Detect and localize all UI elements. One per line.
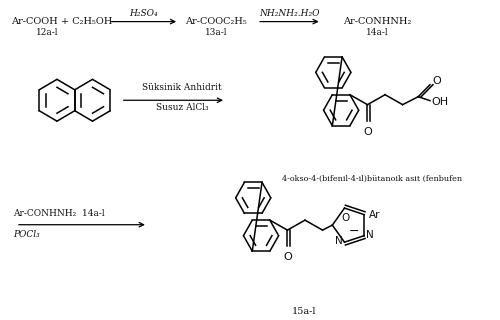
Text: Susuz AlCl₃: Susuz AlCl₃ [156,103,208,112]
Text: O: O [283,252,292,262]
Text: O: O [363,126,372,137]
Text: −: − [349,224,360,237]
Text: Ar-COOH + C₂H₅OH: Ar-COOH + C₂H₅OH [11,17,112,26]
Text: Ar-COOC₂H₅: Ar-COOC₂H₅ [186,17,247,26]
Text: 15a-l: 15a-l [292,307,316,316]
Text: N: N [335,236,342,246]
Text: Ar: Ar [369,210,380,220]
Text: H₂SO₄: H₂SO₄ [130,9,158,18]
Text: 4-okso-4-(bifenil-4-il)bütanoik asit (fenbufen: 4-okso-4-(bifenil-4-il)bütanoik asit (fe… [282,175,463,183]
Text: N: N [366,230,374,240]
Text: O: O [342,213,349,223]
Text: NH₂NH₂.H₂O: NH₂NH₂.H₂O [259,9,320,18]
Text: Süksinik Anhidrit: Süksinik Anhidrit [142,83,222,92]
Text: O: O [432,76,440,86]
Text: Ar-CONHNH₂  14a-l: Ar-CONHNH₂ 14a-l [13,209,104,218]
Text: OH: OH [431,97,448,107]
Text: 13a-l: 13a-l [205,28,228,36]
Text: Ar-CONHNH₂: Ar-CONHNH₂ [343,17,411,26]
Text: 14a-l: 14a-l [366,28,388,36]
Text: 12a-l: 12a-l [36,28,59,36]
Text: POCl₃: POCl₃ [13,230,40,239]
